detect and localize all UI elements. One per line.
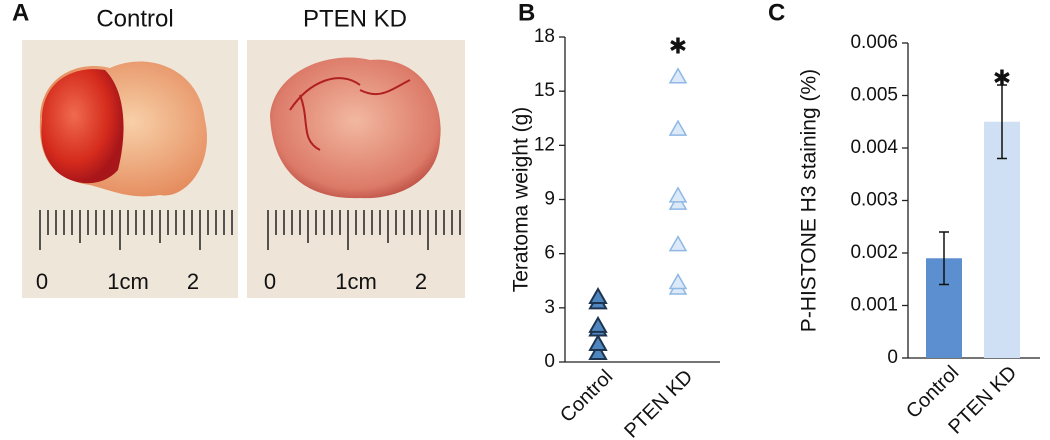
data-point bbox=[668, 67, 688, 84]
tissue bbox=[41, 69, 124, 184]
y-tick-label: 0.006 bbox=[850, 32, 898, 53]
ruler-label: 0 bbox=[264, 269, 276, 294]
vessel bbox=[289, 77, 411, 151]
y-tick-label: 0.004 bbox=[850, 137, 898, 158]
ruler-label: 2 bbox=[187, 269, 199, 294]
y-tick-label: 0.002 bbox=[850, 242, 898, 263]
ruler-label: 1cm bbox=[107, 269, 149, 294]
panel-label: B bbox=[518, 0, 535, 26]
data-point bbox=[668, 273, 688, 290]
photo-title: Control bbox=[96, 5, 173, 32]
photo-title: PTEN KD bbox=[303, 5, 407, 32]
y-tick-label: 9 bbox=[544, 189, 555, 210]
significance-marker: ✱ bbox=[669, 34, 687, 59]
y-axis-label: Teratoma weight (g) bbox=[510, 107, 533, 293]
y-tick-label: 0.001 bbox=[850, 295, 898, 316]
bar bbox=[984, 121, 1020, 358]
ruler-label: 2 bbox=[415, 269, 427, 294]
panel-label: A bbox=[12, 0, 29, 26]
y-axis-label: P-HISTONE H3 staining (%) bbox=[798, 69, 821, 332]
x-tick-label: Control bbox=[556, 366, 617, 427]
y-tick-label: 15 bbox=[534, 80, 555, 101]
data-point bbox=[668, 119, 688, 136]
y-tick-label: 0 bbox=[544, 351, 555, 372]
y-tick-label: 6 bbox=[544, 243, 555, 264]
data-point bbox=[588, 315, 608, 333]
significance-marker: ✱ bbox=[993, 66, 1011, 91]
data-point bbox=[588, 286, 608, 304]
ruler bbox=[39, 210, 461, 250]
data-point bbox=[588, 342, 608, 360]
y-tick-label: 0 bbox=[887, 347, 898, 368]
y-tick-label: 18 bbox=[534, 26, 555, 47]
data-point bbox=[668, 235, 688, 252]
data-point bbox=[668, 186, 688, 203]
error-bar bbox=[997, 84, 1007, 160]
y-tick-label: 3 bbox=[544, 297, 555, 318]
tissue bbox=[270, 57, 441, 199]
ruler-label: 1cm bbox=[335, 269, 377, 294]
x-tick-label: PTEN KD bbox=[620, 366, 697, 440]
panel-label: C bbox=[768, 0, 785, 26]
y-tick-label: 0.003 bbox=[850, 190, 898, 211]
data-point bbox=[588, 333, 608, 351]
ruler-label: 0 bbox=[36, 269, 48, 294]
photo-panel: A Control PTEN KD 0 1cm 2 0 1cm 2 bbox=[12, 0, 465, 298]
y-tick-label: 0.005 bbox=[850, 85, 898, 106]
y-tick-label: 12 bbox=[534, 134, 555, 155]
error-bar bbox=[939, 231, 949, 286]
